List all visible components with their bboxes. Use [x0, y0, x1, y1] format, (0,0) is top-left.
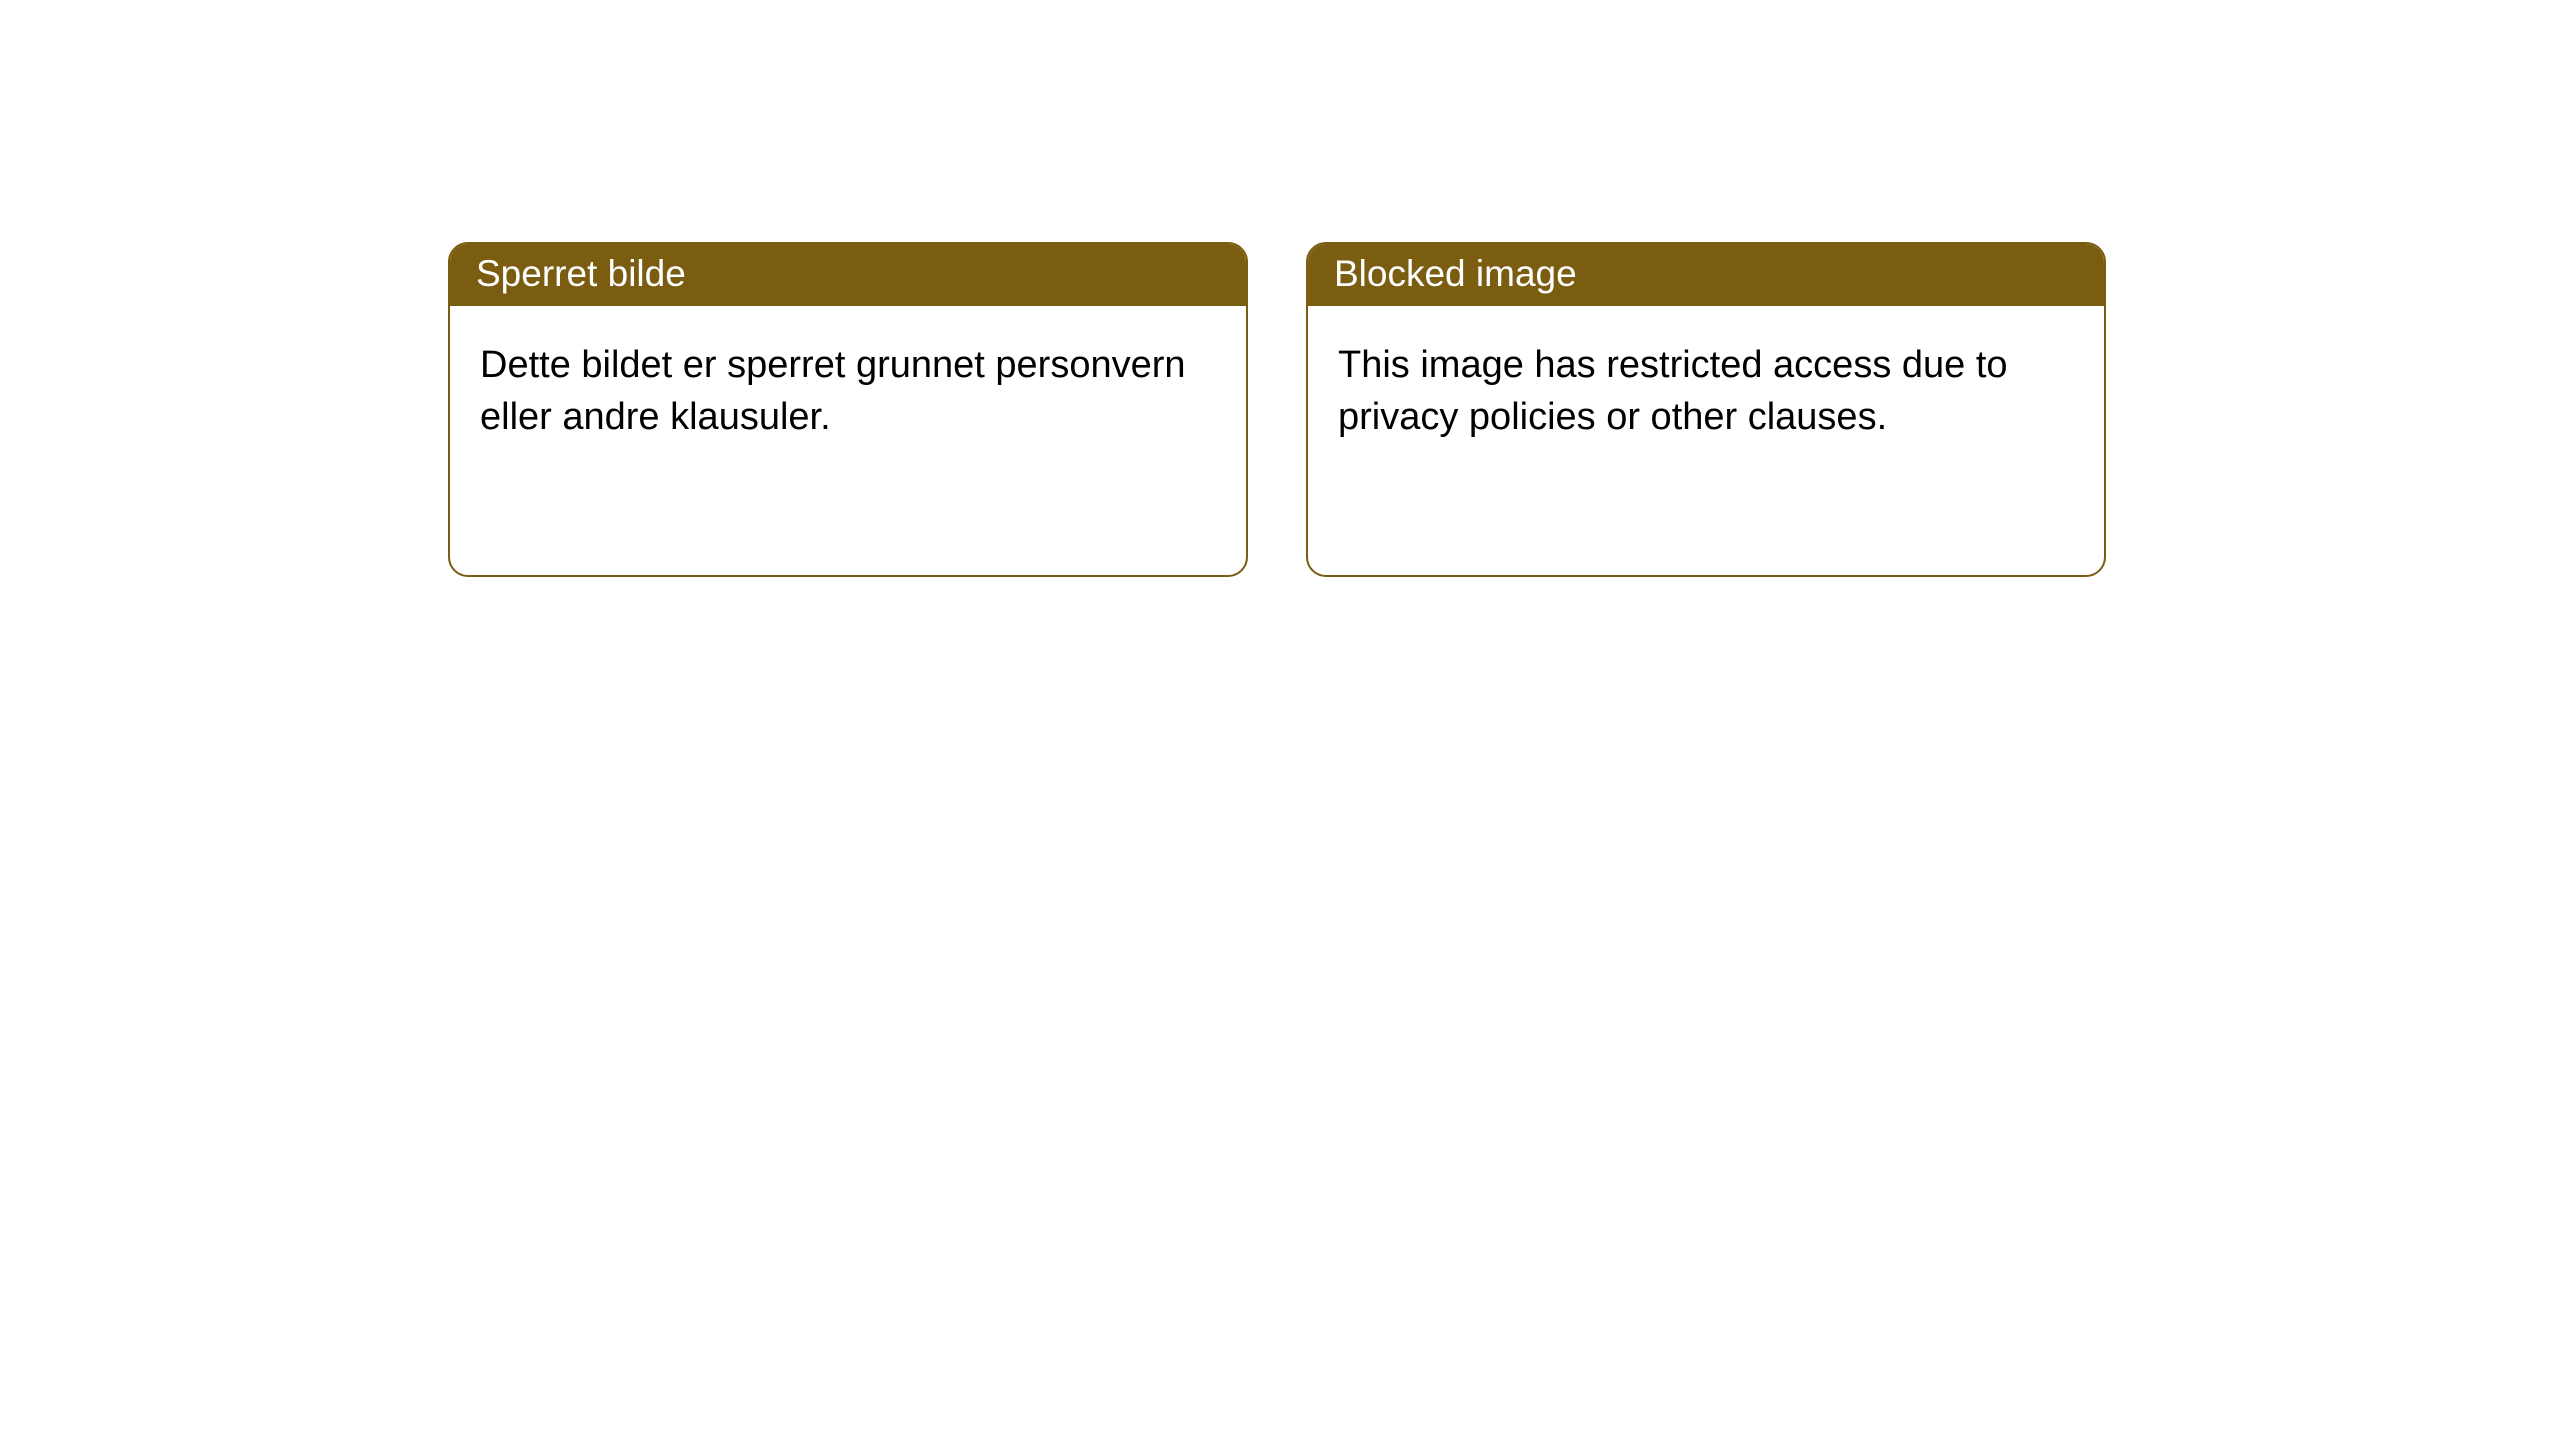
- notice-box-english: Blocked image This image has restricted …: [1306, 242, 2106, 577]
- notice-box-norwegian: Sperret bilde Dette bildet er sperret gr…: [448, 242, 1248, 577]
- notice-header: Sperret bilde: [450, 244, 1246, 306]
- notice-body: Dette bildet er sperret grunnet personve…: [450, 306, 1246, 477]
- notice-body: This image has restricted access due to …: [1308, 306, 2104, 477]
- notice-container: Sperret bilde Dette bildet er sperret gr…: [448, 242, 2106, 577]
- notice-header: Blocked image: [1308, 244, 2104, 306]
